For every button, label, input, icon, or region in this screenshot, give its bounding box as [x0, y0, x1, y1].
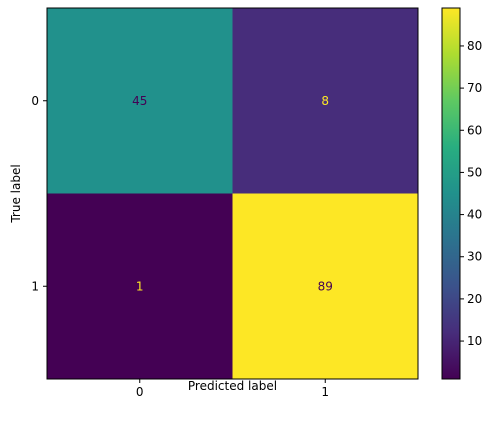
- heatmap-cell-0-1: [232, 8, 418, 194]
- heatmap-cell-1-0: [47, 193, 233, 379]
- colorbar: [441, 7, 461, 380]
- colorbar-tick-label-1: 20: [467, 292, 482, 306]
- cell-value-label-0-1: 8: [321, 94, 329, 108]
- heatmap-cell-0-0: [47, 8, 233, 194]
- cell-value-label-1-0: 1: [136, 279, 144, 293]
- x-axis-label: Predicted label: [188, 379, 277, 393]
- cell-value-label-1-1: 89: [318, 279, 333, 293]
- colorbar-tick-label-5: 60: [467, 123, 482, 137]
- colorbar-ticks: 10 20 30 40 50 60 70 80: [460, 39, 482, 348]
- y-axis: 01: [31, 94, 47, 293]
- y-tick-label-0: 0: [31, 94, 39, 108]
- y-axis-label: True label: [9, 164, 23, 223]
- plot-area-frame: [46, 7, 419, 380]
- heatmap-cells: [47, 8, 418, 379]
- colorbar-tick-label-2: 30: [467, 250, 482, 264]
- colorbar-tick-label-0: 10: [467, 334, 482, 348]
- y-tick-label-1: 1: [31, 279, 39, 293]
- colorbar-tick-label-3: 40: [467, 208, 482, 222]
- cell-value-labels: 45 8 1 89: [132, 94, 333, 294]
- x-tick-label-1: 1: [321, 385, 329, 399]
- cell-value-label-0-0: 45: [132, 94, 147, 108]
- x-tick-label-0: 0: [136, 385, 144, 399]
- colorbar-tick-label-6: 70: [467, 81, 482, 95]
- colorbar-tick-label-4: 50: [467, 165, 482, 179]
- heatmap-cell-1-1: [232, 193, 418, 379]
- colorbar-tick-label-7: 80: [467, 39, 482, 53]
